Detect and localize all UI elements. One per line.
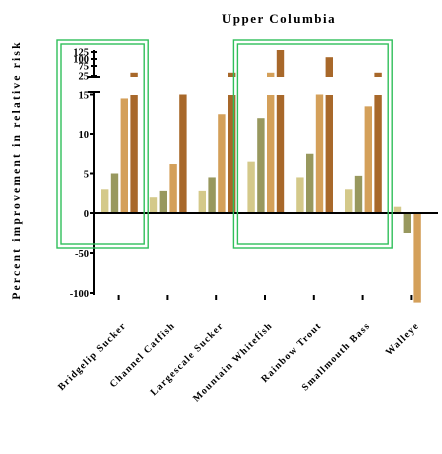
bar — [296, 177, 304, 213]
bar-upper — [130, 72, 138, 77]
highlight-box — [56, 39, 149, 249]
bar — [149, 197, 158, 213]
y-tick-label: 125 — [73, 48, 89, 59]
bar — [276, 95, 285, 213]
bar-upper — [374, 72, 382, 77]
y-tick-label: 100 — [73, 55, 89, 66]
y-tick-label: 75 — [79, 62, 90, 73]
highlight-boxes — [56, 39, 393, 249]
bar — [315, 94, 324, 213]
y-tick-label: 5 — [84, 170, 89, 181]
bar — [247, 161, 255, 213]
x-tick-label: Walleye — [384, 320, 422, 358]
bar — [179, 94, 187, 213]
y-tick-label: 25 — [79, 72, 90, 83]
y-tick-label: 15 — [79, 91, 90, 102]
bar — [393, 206, 402, 213]
bar — [354, 175, 363, 213]
bar-upper — [267, 72, 275, 77]
bar — [267, 95, 275, 213]
bar-upper — [228, 72, 236, 77]
bar-upper — [276, 50, 285, 77]
bar — [364, 106, 372, 213]
chart-title: Upper Columbia — [222, 11, 336, 26]
bar — [120, 98, 128, 213]
bar — [159, 190, 167, 213]
y-tick-label: -100 — [70, 289, 89, 300]
bar — [110, 173, 119, 213]
y-tick-label: -50 — [75, 249, 89, 260]
bar — [130, 95, 138, 213]
axes — [88, 50, 438, 295]
bar-upper — [325, 57, 333, 77]
bar — [325, 95, 333, 213]
bar — [257, 118, 265, 213]
y-axis-label: Percent improvement in relative risk — [11, 40, 23, 299]
bar — [403, 213, 411, 233]
bar — [208, 177, 216, 213]
highlight-box — [236, 43, 389, 245]
bar — [345, 189, 353, 213]
bar — [413, 213, 421, 303]
bar — [374, 95, 382, 213]
bar — [101, 189, 109, 213]
x-tick-label: Mountain Whitefish — [191, 320, 275, 404]
bar — [169, 164, 177, 213]
bars — [101, 50, 421, 303]
highlight-box — [232, 39, 393, 249]
bar — [228, 95, 236, 213]
y-tick-label: 0 — [84, 209, 89, 220]
bar — [218, 114, 226, 213]
y-tick-label: 10 — [79, 130, 90, 141]
bar — [198, 190, 206, 213]
highlight-box — [60, 43, 145, 245]
lower-y-ticks: -100 -50 0 5 10 15 — [70, 91, 94, 300]
bar — [306, 153, 314, 213]
